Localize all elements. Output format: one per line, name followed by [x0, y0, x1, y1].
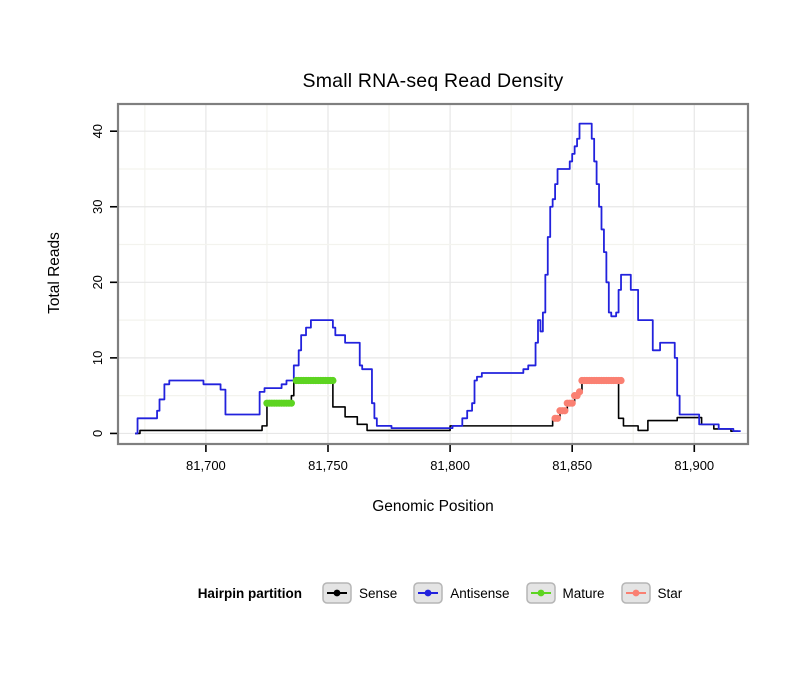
legend-item-sense: Sense [322, 582, 397, 604]
mature-key-icon [525, 582, 556, 604]
legend-item-label: Star [657, 585, 683, 601]
svg-text:81,800: 81,800 [430, 458, 470, 473]
sense-key-icon [322, 582, 352, 604]
legend-title: Hairpin partition [197, 585, 302, 601]
svg-text:81,850: 81,850 [552, 458, 592, 473]
x-axis-label: Genomic Position [372, 498, 494, 515]
star-key-icon [620, 582, 651, 604]
legend-item-label: Antisense [450, 585, 510, 601]
svg-text:81,900: 81,900 [674, 458, 714, 473]
legend-item-label: Sense [358, 585, 398, 601]
legend-item-label: Mature [562, 585, 605, 601]
svg-text:30: 30 [90, 200, 105, 214]
svg-text:20: 20 [90, 275, 105, 289]
legend-item-star: Star [620, 582, 683, 604]
legend: Hairpin partition Sense Antisense [70, 582, 810, 604]
svg-text:40: 40 [90, 124, 105, 138]
plot-svg: 81,700 81,750 81,800 81,850 81,900 0 10 20 30 40 [90, 102, 750, 473]
svg-text:0: 0 [90, 430, 105, 437]
svg-text:10: 10 [90, 351, 105, 365]
y-axis-label: Total Reads [46, 232, 63, 314]
svg-text:81,750: 81,750 [308, 458, 348, 473]
svg-text:81,700: 81,700 [186, 458, 226, 473]
antisense-key-icon [413, 582, 443, 604]
legend-item-mature: Mature [525, 582, 605, 604]
chart-title: Small RNA-seq Read Density [302, 70, 564, 92]
legend-item-antisense: Antisense [413, 582, 510, 604]
